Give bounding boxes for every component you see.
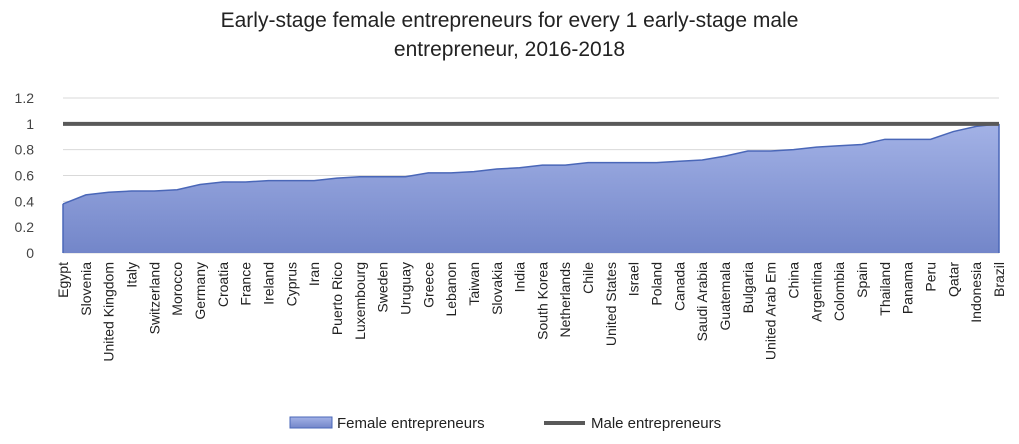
x-tick-label: Netherlands — [557, 262, 573, 338]
x-tick-label: Taiwan — [466, 262, 482, 306]
x-tick-label: Chile — [580, 262, 596, 294]
y-tick-label: 0.6 — [15, 168, 35, 184]
x-tick-label: France — [238, 262, 254, 306]
legend-label-male: Male entrepreneurs — [591, 415, 721, 432]
x-tick-label: Croatia — [215, 262, 231, 307]
y-tick-label: 1 — [26, 116, 34, 132]
x-tick-label: Canada — [671, 262, 687, 311]
y-axis: 0 0.2 0.4 0.6 0.8 1 1.2 — [15, 90, 35, 261]
x-tick-label: United States — [603, 262, 619, 346]
x-tick-label: Egypt — [55, 262, 71, 298]
x-tick-label: Israel — [626, 262, 642, 296]
x-tick-label: Sweden — [375, 262, 391, 313]
x-tick-label: Morocco — [169, 262, 185, 316]
chart-title-line-2: entrepreneur, 2016-2018 — [393, 38, 626, 61]
x-tick-label: Saudi Arabia — [694, 262, 710, 342]
x-tick-label: Argentina — [808, 262, 824, 322]
y-tick-label: 1.2 — [15, 90, 35, 106]
chart-title-line-1: Early-stage female entrepreneurs for eve… — [220, 9, 799, 32]
x-tick-label: Peru — [923, 262, 939, 292]
x-tick-label: Cyprus — [283, 262, 299, 306]
x-tick-label: Greece — [420, 262, 436, 308]
x-tick-label: Thailand — [877, 262, 893, 316]
legend: Female entrepreneurs Male entrepreneurs — [289, 415, 721, 432]
x-tick-label: Slovenia — [78, 262, 94, 316]
legend-label-female: Female entrepreneurs — [337, 415, 485, 432]
x-tick-label: Poland — [649, 262, 665, 306]
x-tick-label: Uruguay — [397, 262, 413, 315]
x-tick-label: China — [786, 262, 802, 299]
y-tick-label: 0.2 — [15, 219, 35, 235]
x-tick-label: Slovakia — [489, 262, 505, 315]
female-area-outline — [62, 123, 1000, 205]
x-tick-label: Lebanon — [443, 262, 459, 317]
x-axis: Egypt Slovenia United Kingdom Italy Switzerl… — [55, 262, 1007, 362]
y-tick-label: 0 — [26, 245, 34, 261]
female-series — [62, 123, 1000, 253]
x-tick-label: Indonesia — [968, 262, 984, 323]
x-tick-label: South Korea — [534, 262, 550, 340]
x-tick-label: Puerto Rico — [329, 262, 345, 335]
x-tick-label: Colombia — [831, 262, 847, 321]
chart-title: Early-stage female entrepreneurs for eve… — [0, 6, 1019, 64]
x-tick-label: Guatemala — [717, 262, 733, 331]
x-tick-label: Italy — [123, 262, 139, 288]
x-tick-label: Switzerland — [146, 262, 162, 334]
x-tick-label: Germany — [192, 262, 208, 320]
x-tick-label: Spain — [854, 262, 870, 298]
x-tick-label: India — [512, 262, 528, 293]
x-tick-label: Luxembourg — [352, 262, 368, 340]
x-tick-label: Bulgaria — [740, 262, 756, 314]
x-tick-label: Brazil — [991, 262, 1007, 297]
legend-swatch-female — [289, 416, 333, 429]
female-area — [63, 123, 999, 253]
x-tick-label: Qatar — [945, 262, 961, 297]
y-tick-label: 0.8 — [15, 142, 35, 158]
y-tick-label: 0.4 — [15, 193, 35, 209]
x-tick-label: Panama — [900, 262, 916, 314]
x-tick-label: United Kingdom — [101, 262, 117, 362]
x-tick-label: Ireland — [260, 262, 276, 305]
x-tick-label: United Arab Em — [763, 262, 779, 360]
x-tick-label: Iran — [306, 262, 322, 286]
